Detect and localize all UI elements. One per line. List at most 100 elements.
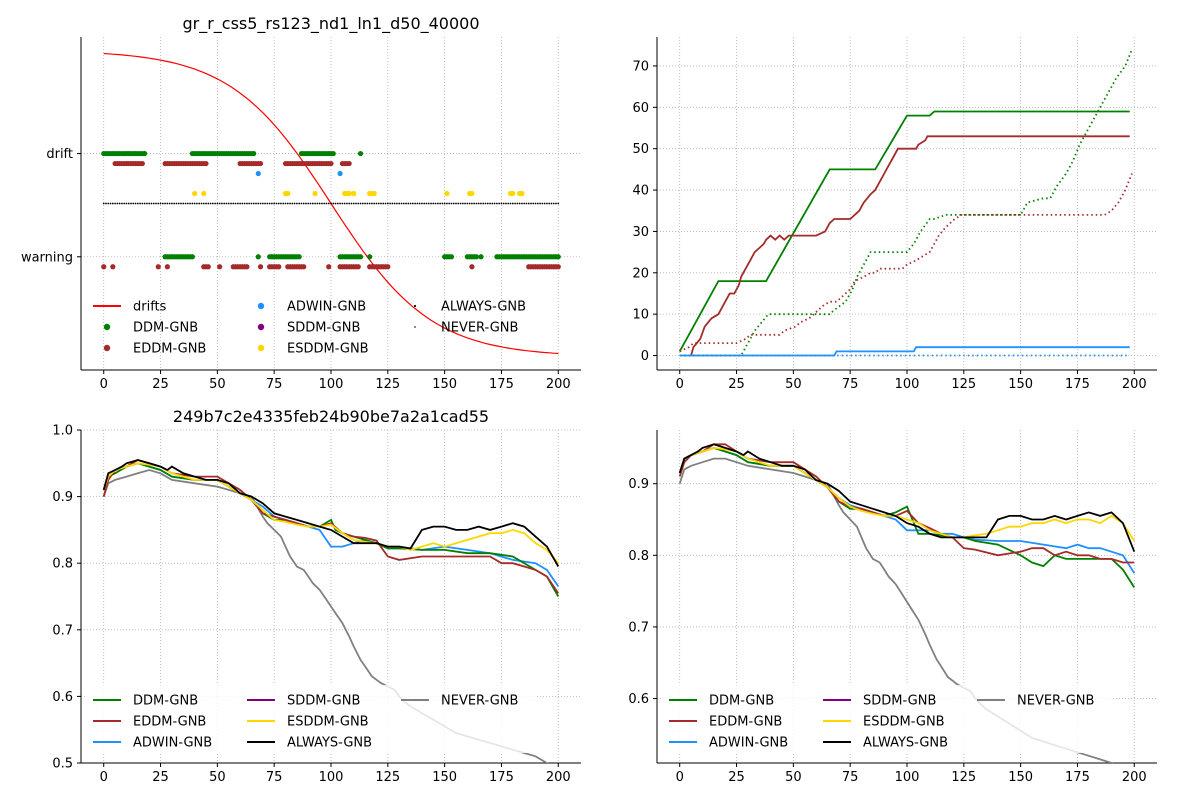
p3-title: 249b7c2e4335feb24b90be7a2a1cad55 xyxy=(173,407,489,426)
p2-ytick-label-4: 40 xyxy=(632,184,649,199)
legend-label-EDDM-GNB: EDDM-GNB xyxy=(133,342,206,357)
always-mark-122 xyxy=(380,202,382,205)
always-mark-6 xyxy=(116,202,119,205)
always-mark-160 xyxy=(466,202,469,205)
always-mark-36 xyxy=(184,202,187,205)
always-mark-40 xyxy=(193,202,196,205)
always-mark-75 xyxy=(273,202,276,205)
warning-EDDM-GNB-13-125 xyxy=(385,264,391,270)
always-mark-149 xyxy=(441,202,444,205)
warning-DDM-GNB-7-166 xyxy=(478,254,484,260)
p3-xtick-label-5: 125 xyxy=(375,770,400,785)
plot-drift-detection: 0 25 50 75 100 125 150 175 200 drift warning drifts… xyxy=(21,37,581,392)
always-mark-34 xyxy=(180,202,182,205)
always-mark-182 xyxy=(516,202,519,205)
drift-ESDDM-GNB-4-108 xyxy=(346,190,352,197)
p3-legend-bg xyxy=(86,685,536,753)
always-mark-161 xyxy=(468,202,471,205)
always-mark-65 xyxy=(250,202,253,205)
legend-label-DDM-GNB: DDM-GNB xyxy=(133,321,198,336)
always-mark-173 xyxy=(496,202,498,205)
always-mark-128 xyxy=(393,202,396,205)
drift-ADWIN-GNB-0-68 xyxy=(255,170,261,177)
always-mark-52 xyxy=(221,202,223,205)
always-mark-27 xyxy=(164,202,166,205)
always-mark-106 xyxy=(343,202,346,205)
always-mark-72 xyxy=(266,202,269,205)
always-mark-145 xyxy=(432,202,435,205)
always-mark-141 xyxy=(423,202,426,205)
always-mark-167 xyxy=(482,202,485,205)
p1-xtick-label-5: 125 xyxy=(375,377,400,392)
always-mark-150 xyxy=(443,202,446,205)
always-mark-154 xyxy=(452,202,455,205)
always-mark-159 xyxy=(464,202,466,205)
p2-plot-area xyxy=(678,49,1133,357)
always-mark-127 xyxy=(391,202,394,205)
p4-ytick-label-2: 0.8 xyxy=(628,549,649,564)
drift-EDDM-GNB-3-100 xyxy=(328,160,334,167)
always-mark-49 xyxy=(214,202,216,205)
p4-xtick-label-3: 75 xyxy=(842,770,859,785)
always-mark-147 xyxy=(436,202,439,205)
always-mark-15 xyxy=(136,202,139,205)
p3-series-ALWAYS-GNB xyxy=(102,459,560,567)
drift-ESDDM-GNB-2-81 xyxy=(285,190,291,197)
always-mark-181 xyxy=(514,202,516,205)
drift-EDDM-GNB-0-17 xyxy=(139,160,145,167)
always-mark-19 xyxy=(146,202,148,205)
always-mark-140 xyxy=(421,202,423,205)
p3-xtick-label-6: 150 xyxy=(432,770,457,785)
always-mark-91 xyxy=(309,202,312,205)
legend-label-ADWIN-GNB: ADWIN-GNB xyxy=(133,736,212,751)
always-mark-178 xyxy=(507,202,510,205)
p2-axes: 0 25 50 75 100 125 150 175 200 0 10 20 30 40 50 60 70 xyxy=(632,37,1157,392)
always-mark-189 xyxy=(532,202,535,205)
always-mark-187 xyxy=(527,202,530,205)
always-mark-111 xyxy=(355,202,357,205)
always-mark-77 xyxy=(277,202,280,205)
warning-DDM-GNB-6-164 xyxy=(473,254,480,260)
always-mark-68 xyxy=(257,202,260,205)
always-mark-50 xyxy=(216,202,219,205)
always-mark-119 xyxy=(373,202,376,205)
always-mark-170 xyxy=(489,202,491,205)
always-mark-134 xyxy=(407,202,410,205)
legend-label-ALWAYS-GNB: ALWAYS-GNB xyxy=(863,736,948,751)
always-mark-175 xyxy=(500,202,503,205)
always-mark-88 xyxy=(302,202,305,205)
always-mark-74 xyxy=(271,202,273,205)
legend-label-DDM-GNB: DDM-GNB xyxy=(133,694,198,709)
always-mark-129 xyxy=(396,202,398,205)
always-mark-42 xyxy=(198,202,201,205)
always-mark-168 xyxy=(484,202,487,205)
always-mark-172 xyxy=(493,202,496,205)
warning-DDM-GNB-1-68 xyxy=(255,254,261,260)
always-mark-120 xyxy=(375,202,378,205)
always-mark-157 xyxy=(459,202,462,205)
p3-ytick-label-3: 0.8 xyxy=(52,557,73,572)
always-mark-177 xyxy=(505,202,507,205)
always-mark-24 xyxy=(157,202,160,205)
always-mark-156 xyxy=(457,202,460,205)
drift-DDM-GNB-1-66 xyxy=(251,150,257,157)
always-mark-166 xyxy=(480,202,482,205)
p4-xtick-label-7: 175 xyxy=(1065,770,1090,785)
p4-series-DDM-GNB xyxy=(678,446,1136,588)
p1-axes: 0 25 50 75 100 125 150 175 200 drift warning xyxy=(21,37,581,392)
legend-label-NEVER-GNB: NEVER-GNB xyxy=(1017,694,1094,709)
p3-ytick-label-2: 0.7 xyxy=(52,623,73,638)
always-mark-67 xyxy=(255,202,257,205)
warning-EDDM-GNB-6-63 xyxy=(244,264,250,270)
p2-ytick-label-3: 30 xyxy=(632,225,649,240)
always-mark-81 xyxy=(286,202,289,205)
always-mark-47 xyxy=(209,202,212,205)
drift-EDDM-GNB-4-108 xyxy=(346,160,352,167)
always-mark-197 xyxy=(550,202,553,205)
p2-series-2-ADWIN-GNB xyxy=(679,346,1130,357)
always-mark-89 xyxy=(305,202,307,205)
always-mark-25 xyxy=(159,202,162,205)
warning-EDDM-GNB-0-0 xyxy=(101,264,107,270)
always-mark-29 xyxy=(168,202,171,205)
legend-label-ADWIN-GNB: ADWIN-GNB xyxy=(709,736,788,751)
